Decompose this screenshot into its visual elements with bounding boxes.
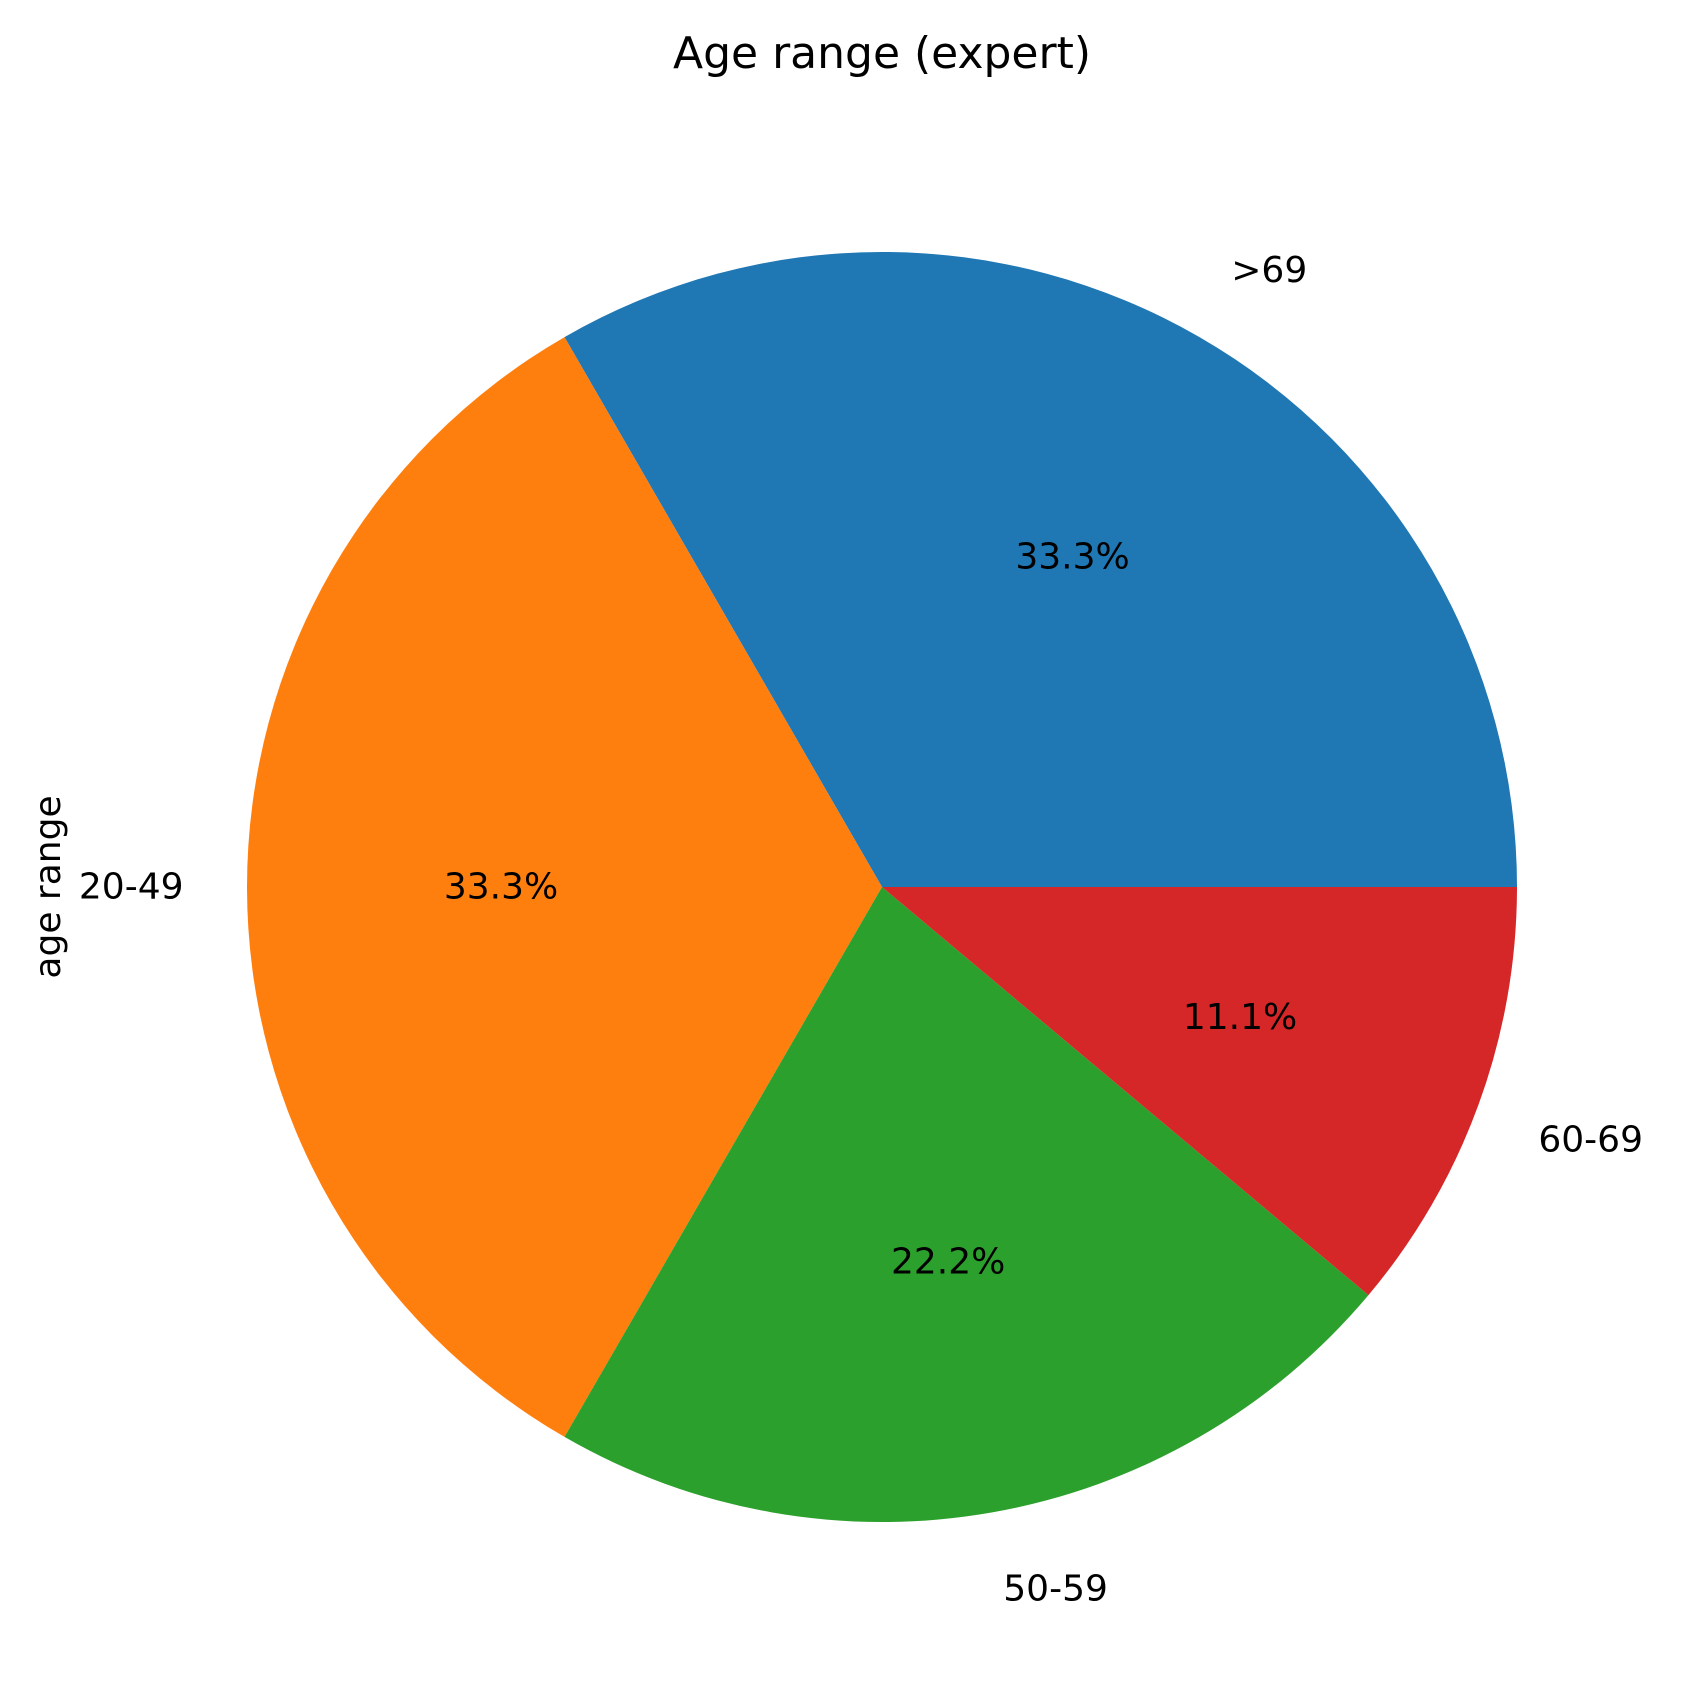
pie-slice-50-59	[564, 887, 1369, 1522]
pie-category-label: 20-49	[79, 867, 184, 908]
chart-title: Age range (expert)	[673, 28, 1091, 79]
pie-labels: 33.3% >69 33.3% 20-49 22.2% 50-59 11.1% 60-69	[79, 250, 1643, 1609]
pie-pct-label: 33.3%	[444, 867, 558, 908]
pie-slice-20-49	[247, 337, 882, 1437]
pie-pct-label: 33.3%	[1015, 537, 1129, 578]
pie-category-label: >69	[1231, 250, 1307, 291]
pie-category-label: 60-69	[1538, 1119, 1643, 1160]
pie-pct-label: 22.2%	[891, 1242, 1005, 1283]
pie-pct-label: 11.1%	[1183, 997, 1297, 1038]
pie-slices	[247, 251, 1517, 1522]
y-axis-label: age range	[28, 795, 69, 978]
pie-category-label: 50-59	[1003, 1568, 1108, 1609]
pie-slice-60-69	[882, 887, 1517, 1296]
pie-slice-69	[564, 251, 1517, 887]
